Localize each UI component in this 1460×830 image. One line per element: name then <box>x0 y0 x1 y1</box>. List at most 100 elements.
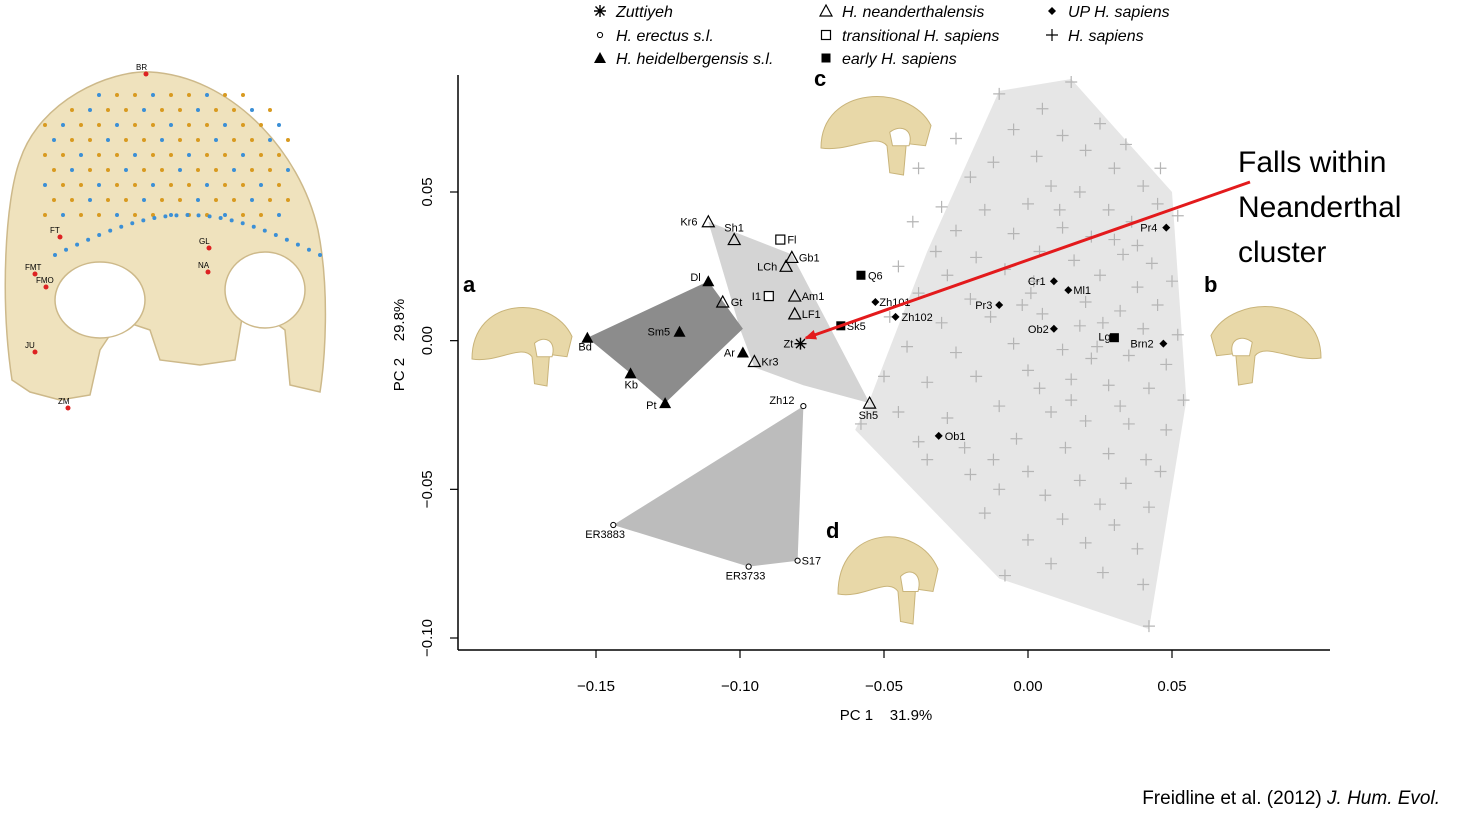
h-sapiens-point <box>987 453 1000 466</box>
brow-landmark-dot <box>86 237 91 242</box>
annotation-arrow <box>804 180 1251 340</box>
y-tick-label: 0.05 <box>419 177 436 206</box>
x-axis-label: PC 1 31.9% <box>840 707 933 724</box>
semilandmark-dot <box>178 138 182 142</box>
specimen-q6-label: Q6 <box>868 270 883 282</box>
landmark-dot <box>43 284 49 290</box>
semilandmark-dot <box>169 183 173 187</box>
tick-labels: −0.15 −0.10 −0.05 0.00 0.05 −0.10 −0.05 0.00 0.0… <box>419 177 1187 695</box>
semilandmark-dot <box>79 123 83 127</box>
specimen-sh1-marker <box>727 232 742 246</box>
semilandmark-dot <box>70 138 74 142</box>
semilandmark-dot <box>169 93 173 97</box>
landmark-label-zm: ZM <box>58 397 70 406</box>
semilandmark-dot <box>169 123 173 127</box>
h-sapiens-point <box>901 340 914 353</box>
semilandmark-dot <box>232 168 236 172</box>
semilandmark-dot <box>97 183 101 187</box>
semilandmark-dot <box>169 213 173 217</box>
h-sapiens-point <box>1114 304 1127 317</box>
h-sapiens-point <box>1053 203 1066 216</box>
h-sapiens-point <box>1119 138 1132 151</box>
specimen-cr1-marker <box>1049 277 1058 286</box>
semilandmark-dot <box>151 153 155 157</box>
h-sapiens-point <box>1177 394 1190 407</box>
specimen-pt-marker <box>659 397 672 409</box>
h-sapiens-point <box>1102 203 1115 216</box>
semilandmark-dot <box>241 93 245 97</box>
h-sapiens-point <box>1154 465 1167 478</box>
semilandmark-dot <box>43 213 47 217</box>
semilandmark-dot <box>223 123 227 127</box>
semilandmark-dot <box>268 168 272 172</box>
legend-open-square-marker <box>820 29 832 41</box>
legend-label: UP H. sapiens <box>1068 4 1170 21</box>
specimen-q6-marker <box>856 270 866 280</box>
brow-landmark-dot <box>64 247 69 252</box>
landmark-dot <box>65 405 71 411</box>
h-sapiens-point <box>1022 364 1034 377</box>
h-sapiens-point <box>1171 328 1184 341</box>
semilandmark-dot <box>151 123 155 127</box>
h-sapiens-point <box>1056 343 1069 356</box>
semilandmark-dot <box>196 168 200 172</box>
semilandmark-dot <box>124 168 128 172</box>
h-sapiens-point <box>1108 519 1121 532</box>
specimen-am1-label: Am1 <box>802 291 825 303</box>
specimen-lf1-label: LF1 <box>802 309 821 321</box>
h-sapiens-point <box>993 400 1006 413</box>
semilandmark-dot <box>124 198 128 202</box>
brow-landmark-dot <box>185 213 190 217</box>
specimen-sm5-label: Sm5 <box>648 327 671 339</box>
h-sapiens-point <box>912 435 925 448</box>
specimen-ar-label: Ar <box>724 348 735 360</box>
semilandmark-dot <box>115 123 119 127</box>
h-sapiens-point <box>1065 394 1078 407</box>
semilandmark-dot <box>241 123 245 127</box>
specimen-zh101-marker <box>871 298 880 307</box>
semilandmark-dot <box>61 183 65 187</box>
semilandmark-dot <box>286 168 290 172</box>
semilandmark-dot <box>232 108 236 112</box>
semilandmark-dot <box>97 123 101 127</box>
semilandmark-dot <box>223 153 227 157</box>
brow-landmark-dot <box>251 224 256 229</box>
h-sapiens-point <box>1033 382 1046 395</box>
semilandmark-dot <box>142 168 146 172</box>
skull-landmark-image: BR FT GL NA FMT FMO JU ZM <box>4 63 327 411</box>
semilandmark-dot <box>223 93 227 97</box>
semilandmark-dot <box>205 153 209 157</box>
h-sapiens-point <box>1039 489 1052 502</box>
semilandmark-dot <box>187 123 191 127</box>
h-sapiens-point <box>1079 414 1092 427</box>
semilandmark-dot <box>52 138 56 142</box>
specimen-pr4-label: Pr4 <box>1140 223 1157 235</box>
citation-authors: Freidline et al. (2012) <box>1142 788 1322 809</box>
semilandmark-dot <box>133 183 137 187</box>
h-sapiens-point <box>1142 382 1155 395</box>
panel-label-a: a <box>463 272 476 297</box>
skull-thumb-b <box>1210 306 1322 386</box>
annotation-line-1: Falls within <box>1238 146 1386 179</box>
h-sapiens-point <box>1022 465 1034 478</box>
brow-landmark-dot <box>284 237 289 242</box>
h-sapiens-point <box>1073 474 1086 487</box>
landmark-dot <box>206 245 212 251</box>
semilandmark-dot <box>52 198 56 202</box>
specimen-ml1-marker <box>1064 286 1073 295</box>
h-sapiens-point <box>998 569 1011 582</box>
semilandmark-dot <box>160 198 164 202</box>
brow-landmark-dot <box>196 213 201 218</box>
specimen-sk5-label: Sk5 <box>847 321 866 333</box>
legend-plus-marker <box>1046 29 1058 41</box>
semilandmark-dot <box>241 183 245 187</box>
specimen-zh12-marker <box>800 402 807 410</box>
specimen-zt-label: Zt <box>783 339 793 351</box>
h-sapiens-point <box>1108 162 1121 175</box>
specimen-zh12-label: Zh12 <box>769 395 794 407</box>
landmark-dot <box>57 234 63 240</box>
semilandmark-dot <box>232 138 236 142</box>
brow-landmark-dot <box>273 233 278 237</box>
semilandmark-dot <box>133 123 137 127</box>
y-tick-label: −0.05 <box>419 470 436 508</box>
